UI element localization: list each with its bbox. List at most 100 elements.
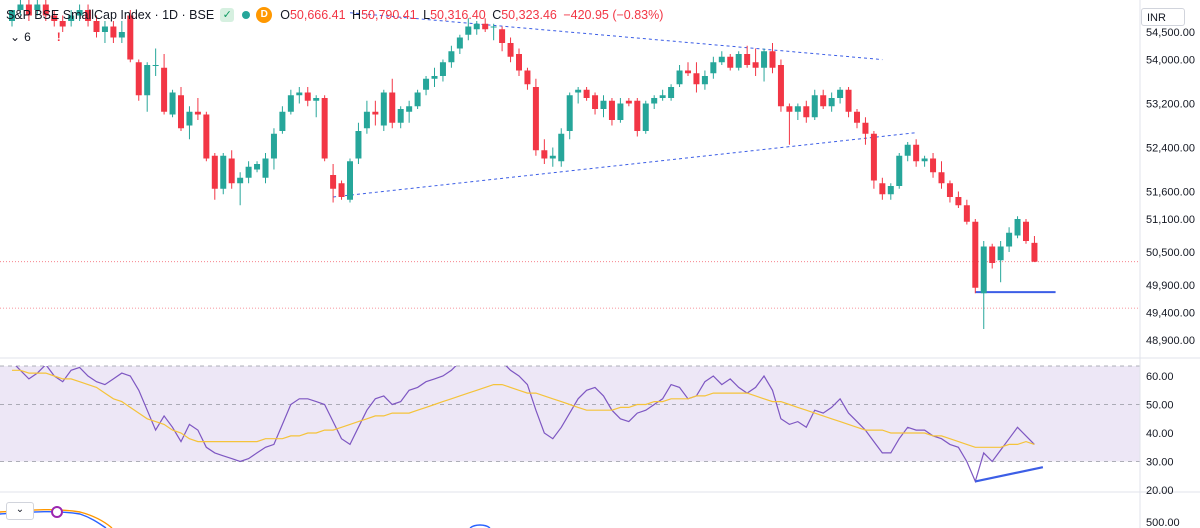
- delay-badge[interactable]: D: [256, 7, 273, 23]
- candle-body: [693, 73, 700, 85]
- candle-body: [1031, 242, 1038, 262]
- candle-body: [870, 133, 877, 181]
- candle-body: [127, 15, 134, 60]
- currency-label[interactable]: INR: [1141, 8, 1185, 26]
- candle: [862, 117, 869, 145]
- candle-body: [380, 92, 387, 126]
- candle: [608, 98, 615, 126]
- indicator-toggle[interactable]: ⌄ 6 !: [10, 29, 61, 45]
- candle-body: [448, 51, 455, 63]
- price-axis[interactable]: 54,500.00 54,000.00 53,200.00 52,400.00 51,6…: [1139, 0, 1195, 528]
- candle-body: [642, 103, 649, 131]
- candle: [972, 219, 979, 294]
- candle-body: [735, 54, 742, 68]
- candle-body: [608, 100, 615, 120]
- candle-body: [313, 98, 320, 101]
- warning-icon[interactable]: !: [56, 30, 61, 44]
- candle-body: [321, 98, 328, 159]
- candle: [313, 95, 320, 118]
- candle-body: [499, 29, 506, 43]
- candle: [17, 0, 24, 16]
- candle-body: [710, 62, 717, 74]
- candle: [811, 89, 818, 120]
- candle: [490, 23, 497, 41]
- bottom-indicator-pane: [0, 506, 491, 528]
- bottom-tick-label: 500.00: [1146, 517, 1180, 528]
- candle: [270, 128, 277, 170]
- candle: [380, 89, 387, 131]
- candle-body: [296, 92, 303, 96]
- candle: [68, 10, 75, 27]
- candle: [279, 106, 286, 134]
- candle: [913, 139, 920, 167]
- candle: [625, 98, 632, 107]
- candle-body: [76, 10, 83, 16]
- candle-body: [118, 32, 125, 38]
- candle-body: [254, 164, 261, 170]
- candle-body: [135, 62, 142, 96]
- candle-body: [887, 186, 894, 195]
- candle-body: [980, 246, 987, 294]
- rsi-pane: [0, 365, 1140, 484]
- candle: [761, 48, 768, 82]
- resistance-trendline: [349, 12, 883, 61]
- candle-body: [963, 205, 970, 222]
- candle: [211, 153, 218, 200]
- price-tick-label: 54,000.00: [1146, 55, 1195, 67]
- candle: [42, 0, 49, 21]
- candle: [693, 62, 700, 93]
- candle: [845, 87, 852, 118]
- candle: [828, 92, 835, 112]
- candle: [549, 147, 556, 167]
- candle-body: [592, 95, 599, 109]
- candle: [355, 122, 362, 164]
- candle: [51, 10, 58, 27]
- candle-body: [110, 26, 117, 38]
- candle: [963, 199, 970, 225]
- candle-body: [997, 246, 1004, 261]
- chevron-down-icon[interactable]: ⌄: [10, 30, 21, 44]
- candle-body: [270, 133, 277, 159]
- candle: [997, 241, 1004, 283]
- candle: [194, 98, 201, 120]
- candle: [685, 62, 691, 76]
- bottom-indicator-marker: [51, 506, 63, 518]
- candle-body: [431, 76, 438, 79]
- candle: [321, 95, 328, 162]
- candle-body: [194, 111, 201, 115]
- pane-collapse-button[interactable]: ⌄: [6, 502, 34, 520]
- candle-body: [583, 89, 590, 98]
- symbol-title[interactable]: S&P BSE SmallCap Index · 1D · BSE: [6, 8, 215, 22]
- candle: [76, 4, 83, 21]
- candle: [659, 89, 666, 101]
- candle-body: [837, 89, 844, 98]
- candle-body: [439, 62, 446, 76]
- candle: [727, 54, 734, 71]
- candle-body: [338, 183, 345, 197]
- candle: [676, 65, 683, 87]
- candle: [499, 26, 506, 52]
- candle-body: [34, 4, 41, 10]
- candle: [448, 45, 455, 68]
- candle: [583, 87, 590, 101]
- candle-body: [287, 95, 294, 112]
- candle: [34, 0, 41, 16]
- price-tick-label: 51,100.00: [1146, 214, 1195, 226]
- candle: [1023, 219, 1029, 244]
- rsi-tick-label: 40.00: [1146, 428, 1174, 440]
- candle: [1014, 216, 1021, 239]
- candle: [144, 62, 151, 112]
- rsi-line: [15, 366, 1035, 484]
- candle-body: [237, 177, 244, 184]
- candle: [338, 180, 345, 200]
- candle: [93, 15, 100, 38]
- candle-body: [946, 183, 953, 197]
- candle: [701, 70, 708, 90]
- visibility-check-icon[interactable]: ✓: [220, 8, 235, 22]
- candle: [101, 21, 108, 43]
- candle-body: [304, 92, 311, 101]
- candle: [989, 243, 996, 269]
- rsi-tick-label: 60.00: [1146, 371, 1174, 383]
- candle: [870, 131, 877, 189]
